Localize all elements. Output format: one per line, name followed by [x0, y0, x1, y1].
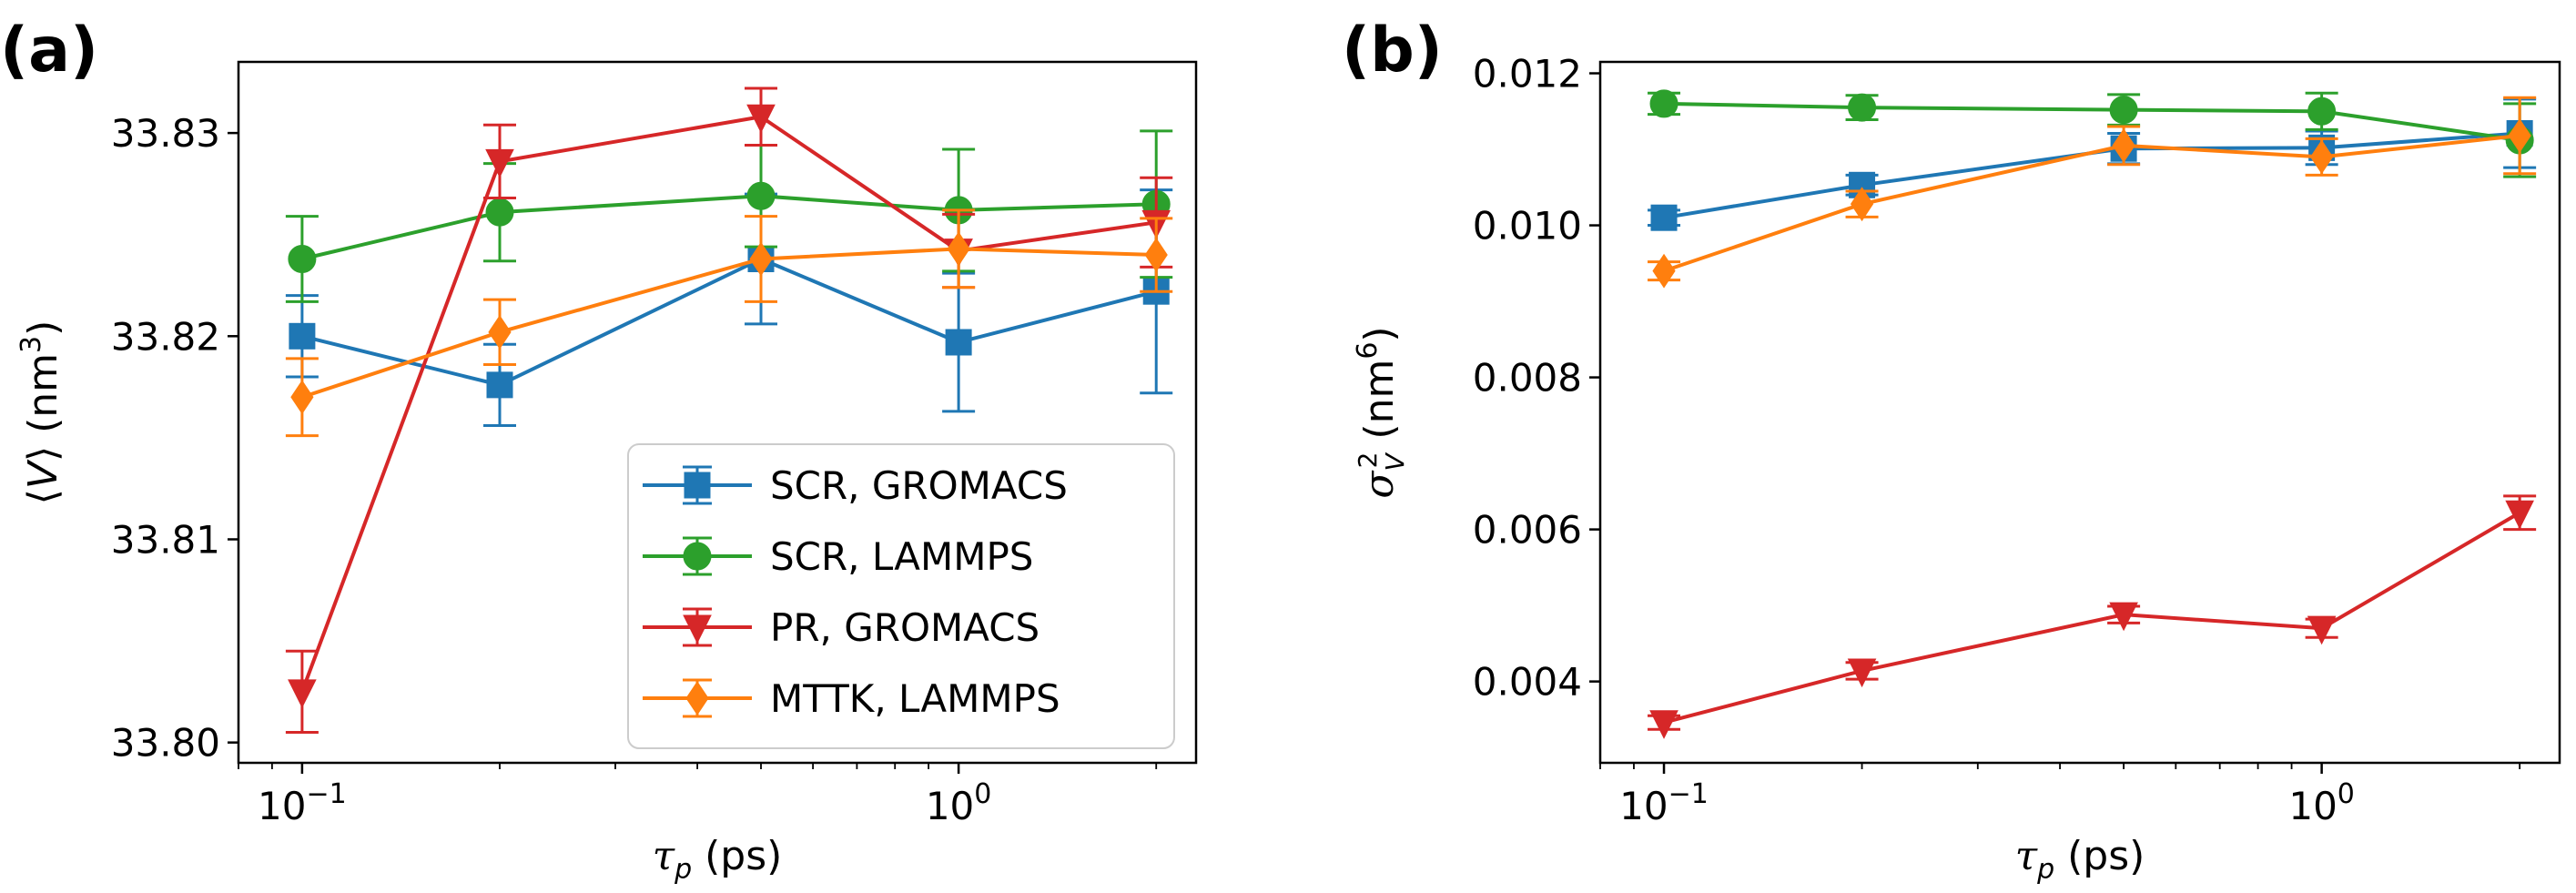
- data-point-scr-gromacs: [945, 329, 972, 356]
- y-tick-label-b: 0.006: [1473, 508, 1582, 553]
- y-tick-label-b: 0.010: [1473, 204, 1582, 249]
- legend-label: SCR, GROMACS: [770, 463, 1068, 508]
- legend-item-scr-lammps: SCR, LAMMPS: [643, 534, 1033, 579]
- series-line-scr-gromacs: [301, 257, 1157, 387]
- data-point-pr-gromacs: [2109, 602, 2138, 632]
- y-axis-label-a: ⟨V⟩ (nm3): [15, 320, 66, 505]
- legend-marker: [683, 542, 712, 571]
- x-tick-label-b: 100: [2288, 778, 2355, 828]
- legend-item-pr-gromacs: PR, GROMACS: [643, 605, 1040, 650]
- data-point-scr-gromacs: [486, 371, 513, 399]
- data-point-mttk-lammps: [1850, 187, 1874, 222]
- series-pr-gromacs-b: [1648, 494, 2537, 739]
- legend: SCR, GROMACS SCR, LAMMPS PR, GROMACS MTTK, …: [627, 443, 1175, 749]
- y-axis-label-b: σV2 (nm6): [1352, 326, 1410, 498]
- y-tick-label-b: 0.012: [1473, 52, 1582, 96]
- data-point-pr-gromacs: [2505, 500, 2534, 530]
- panel-label-a: (a): [0, 15, 98, 86]
- x-axis-label-a: τp (ps): [653, 833, 783, 886]
- data-point-scr-lammps: [288, 244, 317, 273]
- y-tick-label-a: 33.81: [111, 517, 220, 562]
- y-tick-label-a: 33.80: [111, 721, 220, 766]
- data-point-scr-lammps: [2109, 96, 2138, 125]
- data-point-pr-gromacs: [1847, 658, 1877, 688]
- legend-item-scr-gromacs: SCR, GROMACS: [643, 463, 1068, 508]
- y-tick-label-b: 0.008: [1473, 356, 1582, 401]
- data-point-mttk-lammps: [1652, 253, 1676, 289]
- data-point-pr-gromacs: [1649, 710, 1678, 739]
- series-scr-gromacs-a: [285, 188, 1173, 428]
- data-point-mttk-lammps: [1144, 238, 1168, 272]
- series-line-scr-gromacs: [1663, 131, 2520, 220]
- data-point-mttk-lammps: [947, 231, 970, 267]
- data-point-scr-lammps: [1848, 93, 1877, 122]
- legend-marker: [684, 472, 711, 499]
- data-point-mttk-lammps: [290, 380, 314, 415]
- legend-box: [627, 443, 1175, 749]
- data-point-mttk-lammps: [2112, 127, 2135, 163]
- series-line-mttk-lammps: [1663, 134, 2520, 273]
- y-tick-label-b: 0.004: [1473, 660, 1582, 705]
- data-point-mttk-lammps: [2310, 139, 2334, 175]
- y-tick-label-a: 33.82: [111, 314, 220, 359]
- legend-item-mttk-lammps: MTTK, LAMMPS: [643, 676, 1060, 721]
- data-point-scr-lammps: [2307, 96, 2337, 126]
- data-point-mttk-lammps: [749, 241, 773, 277]
- panel-b: (b) 0.004 0.006 0.008 0.010 0.012 10−1 100 τp …: [1342, 15, 2561, 886]
- series-mttk-lammps-a: [285, 208, 1173, 438]
- data-point-pr-gromacs: [485, 148, 514, 178]
- data-point-scr-lammps: [746, 181, 776, 210]
- x-tick-label-a: 10−1: [258, 778, 347, 828]
- legend-marker: [685, 681, 709, 715]
- x-tick-label-a: 100: [926, 778, 992, 828]
- data-point-mttk-lammps: [488, 314, 512, 350]
- data-point-pr-gromacs: [288, 679, 317, 709]
- legend-label: SCR, LAMMPS: [770, 534, 1033, 579]
- data-point-scr-lammps: [1649, 89, 1678, 118]
- x-axis-label-b: τp (ps): [2015, 833, 2145, 886]
- y-tick-label-a: 33.83: [111, 111, 220, 156]
- legend-label: MTTK, LAMMPS: [770, 676, 1060, 721]
- panel-label-b: (b): [1342, 15, 1443, 86]
- series-line-pr-gromacs: [1663, 511, 2521, 725]
- data-point-scr-gromacs: [1650, 204, 1678, 231]
- plot-area-b: 0.004 0.006 0.008 0.010 0.012 10−1 100: [1473, 52, 2537, 828]
- legend-marker: [683, 614, 712, 644]
- axes-frame-a: [237, 60, 1198, 765]
- data-point-scr-lammps: [485, 198, 514, 227]
- axes-frame-b: [1598, 60, 2561, 765]
- series-scr-gromacs-b: [1648, 97, 2537, 231]
- data-point-mttk-lammps: [2508, 118, 2531, 153]
- series-scr-lammps-b: [1648, 89, 2537, 178]
- series-mttk-lammps-b: [1648, 96, 2537, 289]
- plot-area-a: 33.80 33.81 33.82 33.83 10−1 100: [111, 86, 1173, 828]
- legend-label: PR, GROMACS: [770, 605, 1040, 650]
- data-point-pr-gromacs: [2307, 615, 2337, 645]
- series-line-scr-lammps: [1663, 101, 2520, 142]
- data-point-pr-gromacs: [746, 104, 776, 134]
- x-tick-label-b: 10−1: [1619, 778, 1709, 828]
- data-point-scr-gromacs: [289, 322, 316, 350]
